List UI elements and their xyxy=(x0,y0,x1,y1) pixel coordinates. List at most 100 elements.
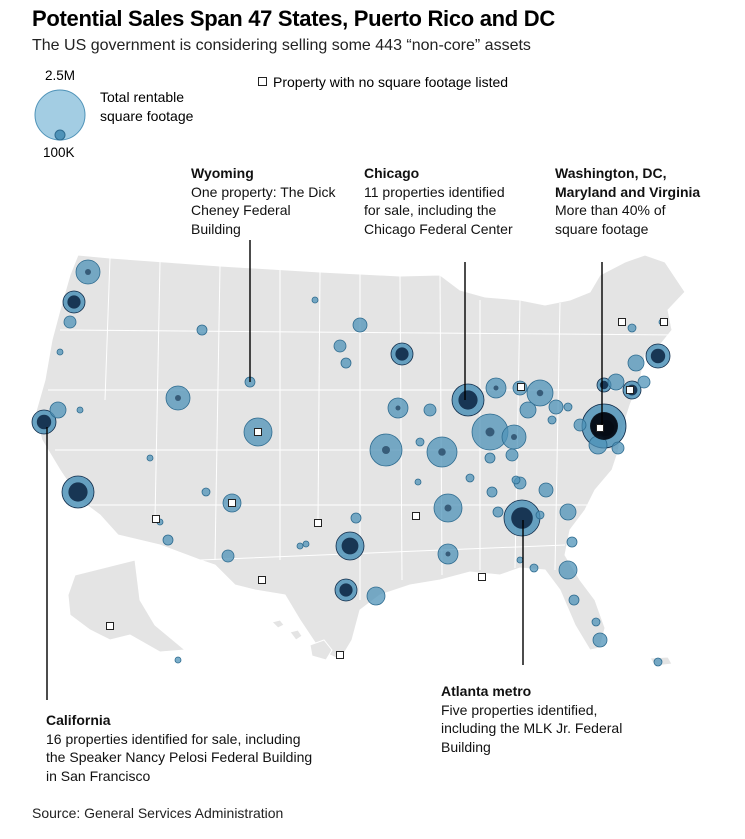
no-footage-square xyxy=(597,425,604,432)
no-footage-square xyxy=(315,520,322,527)
property-bubble xyxy=(222,550,234,562)
property-bubble xyxy=(485,453,495,463)
property-bubble xyxy=(567,537,577,547)
property-bubble xyxy=(351,513,361,523)
property-bubble xyxy=(415,479,421,485)
no-footage-square xyxy=(229,500,236,507)
property-bubble xyxy=(654,658,662,666)
property-bubble-core xyxy=(446,552,451,557)
property-bubble xyxy=(530,564,538,572)
property-bubble xyxy=(506,449,518,461)
no-footage-square xyxy=(661,319,668,326)
property-bubble xyxy=(638,376,650,388)
no-footage-square xyxy=(259,577,266,584)
property-bubble xyxy=(564,403,572,411)
annotation-dc: Washington, DC, Maryland and Virginia Mo… xyxy=(555,164,705,238)
property-bubble xyxy=(64,316,76,328)
annotation-dc-head: Washington, DC, Maryland and Virginia xyxy=(555,164,705,201)
property-bubble xyxy=(297,543,303,549)
property-bubble xyxy=(416,438,424,446)
property-bubble xyxy=(197,325,207,335)
no-footage-square xyxy=(479,574,486,581)
property-bubble-core xyxy=(339,583,352,596)
property-bubble xyxy=(608,374,624,390)
property-bubble-core xyxy=(511,507,533,529)
no-footage-square xyxy=(255,429,262,436)
property-bubble xyxy=(466,474,474,482)
property-bubble xyxy=(517,557,523,563)
property-bubble xyxy=(77,407,83,413)
annotation-california: California 16 properties identified for … xyxy=(46,711,316,785)
property-bubble xyxy=(353,318,367,332)
annotation-dc-body: More than 40% of square footage xyxy=(555,202,666,237)
property-bubble xyxy=(574,419,586,431)
property-bubble xyxy=(559,561,577,579)
property-bubble-core xyxy=(396,406,401,411)
property-bubble xyxy=(487,487,497,497)
property-bubble-core xyxy=(537,390,544,397)
property-bubble xyxy=(520,402,536,418)
property-bubble xyxy=(163,535,173,545)
no-footage-square xyxy=(413,513,420,520)
property-bubble xyxy=(493,507,503,517)
property-bubble-core xyxy=(511,434,517,440)
annotation-wyoming-body: One property: The Dick Cheney Federal Bu… xyxy=(191,184,335,237)
no-footage-square xyxy=(153,516,160,523)
property-bubble xyxy=(424,404,436,416)
property-bubble-core xyxy=(445,505,452,512)
property-bubble xyxy=(303,541,309,547)
property-bubble-core xyxy=(651,349,665,363)
no-footage-square xyxy=(518,384,525,391)
property-bubble xyxy=(536,511,544,519)
property-bubble-core xyxy=(175,395,181,401)
property-bubble-core xyxy=(494,386,499,391)
property-bubble xyxy=(175,657,181,663)
no-footage-square xyxy=(627,387,634,394)
property-bubble xyxy=(202,488,210,496)
annotation-atlanta-head: Atlanta metro xyxy=(441,682,631,701)
property-bubble xyxy=(57,349,63,355)
property-bubble xyxy=(593,633,607,647)
annotation-wyoming: Wyoming One property: The Dick Cheney Fe… xyxy=(191,164,341,238)
alaska xyxy=(68,560,185,652)
property-bubble-core xyxy=(600,381,608,389)
annotation-chicago-head: Chicago xyxy=(364,164,524,183)
annotation-california-head: California xyxy=(46,711,316,730)
no-footage-square xyxy=(337,652,344,659)
legend-bubbles xyxy=(35,90,85,140)
property-bubble-core xyxy=(85,269,91,275)
property-bubble-core xyxy=(486,428,495,437)
annotation-atlanta: Atlanta metro Five properties identified… xyxy=(441,682,631,756)
property-bubble-core xyxy=(438,448,446,456)
property-bubble xyxy=(612,442,624,454)
annotation-chicago: Chicago 11 properties identified for sal… xyxy=(364,164,524,238)
property-bubble-core xyxy=(458,390,477,409)
legend-min-bubble xyxy=(55,130,65,140)
property-bubble xyxy=(512,476,520,484)
source-note: Source: General Services Administration xyxy=(32,805,283,821)
property-bubble xyxy=(569,595,579,605)
property-bubble-core xyxy=(67,295,80,308)
property-bubble-core xyxy=(395,347,408,360)
property-bubble xyxy=(334,340,346,352)
property-bubble-core xyxy=(342,538,359,555)
property-bubble xyxy=(628,324,636,332)
property-bubble xyxy=(549,400,563,414)
property-bubble-core xyxy=(37,415,51,429)
property-bubble xyxy=(539,483,553,497)
property-bubble xyxy=(367,587,385,605)
property-bubble-core xyxy=(68,482,87,501)
property-bubble xyxy=(312,297,318,303)
property-bubble xyxy=(560,504,576,520)
no-footage-square xyxy=(619,319,626,326)
property-bubble xyxy=(50,402,66,418)
property-bubble xyxy=(341,358,351,368)
property-bubble xyxy=(592,618,600,626)
property-bubble-core xyxy=(382,446,390,454)
annotation-california-body: 16 properties identified for sale, inclu… xyxy=(46,731,312,784)
annotation-atlanta-body: Five properties identified, including th… xyxy=(441,702,622,755)
property-bubble xyxy=(548,416,556,424)
property-bubble xyxy=(147,455,153,461)
annotation-wyoming-head: Wyoming xyxy=(191,164,341,183)
property-bubble xyxy=(628,355,644,371)
